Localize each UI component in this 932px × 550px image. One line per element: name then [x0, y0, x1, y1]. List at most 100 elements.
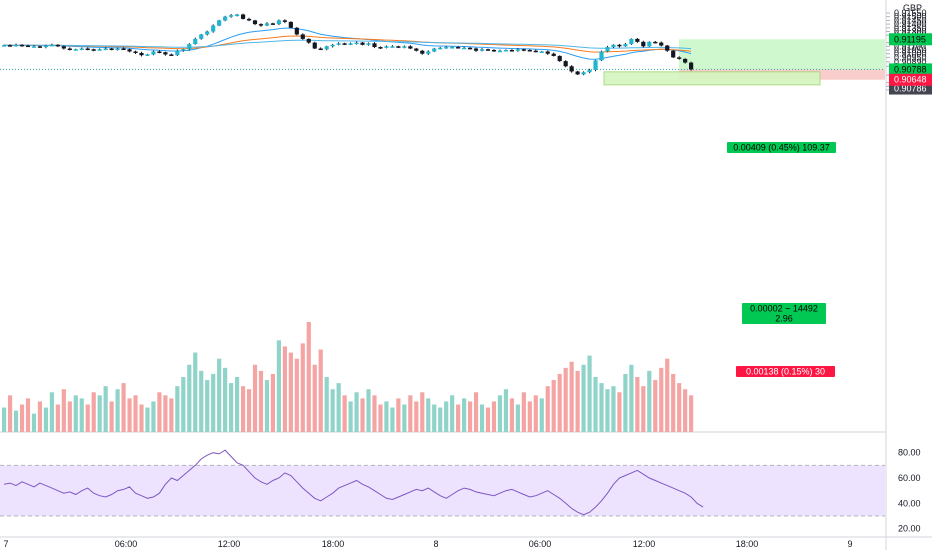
candle-body — [432, 48, 437, 52]
rsi-tick-label: 80.00 — [898, 448, 921, 458]
candle-body — [264, 23, 270, 26]
volume-bar — [49, 392, 54, 432]
volume-bar — [91, 392, 96, 432]
volume-bar — [348, 401, 353, 432]
candle-body — [199, 34, 204, 39]
volume-bar — [503, 389, 509, 432]
rsi-line — [4, 449, 704, 516]
candle-body — [229, 15, 234, 17]
candle-body — [671, 50, 676, 58]
volume-bar — [43, 407, 49, 432]
candle-body — [551, 53, 556, 56]
volume-bar — [240, 386, 246, 432]
candle-body — [103, 48, 108, 51]
volume-bar — [527, 401, 532, 432]
x-tick-label: 12:00 — [218, 539, 241, 549]
volume-bar — [217, 358, 222, 432]
candle-body — [300, 34, 305, 39]
volume-bar — [659, 367, 664, 432]
candle-body — [581, 72, 586, 75]
x-tick-label: 8 — [433, 539, 438, 549]
candle-body — [408, 46, 413, 49]
candle-body — [396, 46, 401, 48]
candle-body — [2, 45, 7, 47]
y-tick-label: 0.90890 — [894, 57, 927, 67]
ema-mid-line — [4, 35, 692, 53]
y-tick-label: 0.91500 — [894, 12, 927, 22]
volume-bar — [336, 383, 341, 432]
volume-bar — [438, 407, 443, 432]
volume-bar — [264, 380, 270, 432]
volume-bar — [19, 404, 25, 432]
candle-body — [187, 44, 192, 50]
volume-bar — [199, 370, 204, 432]
volume-bar — [426, 398, 431, 432]
volume-bar — [97, 395, 102, 432]
candle-body — [175, 50, 180, 56]
candle-body — [599, 51, 604, 61]
volume-bar — [641, 386, 646, 432]
volume-bar — [473, 392, 479, 432]
volume-bar — [300, 343, 305, 432]
volume-bar — [2, 407, 7, 432]
candle-body — [151, 51, 156, 55]
candle-body — [659, 42, 664, 46]
volume-bar — [169, 398, 174, 432]
volume-bar — [103, 386, 108, 432]
candle-body — [294, 27, 299, 35]
candle-body — [217, 20, 222, 26]
volume-bar — [593, 377, 598, 432]
candle-body — [312, 42, 317, 49]
candle-body — [617, 44, 622, 47]
candle-body — [593, 60, 598, 70]
volume-bar — [55, 404, 60, 432]
volume-bar — [450, 395, 455, 432]
candle-body — [79, 48, 84, 51]
candle-body — [157, 51, 162, 53]
volume-bar — [121, 383, 126, 432]
loss-label-bg — [736, 366, 835, 377]
candle-body — [611, 44, 616, 48]
volume-bar — [139, 404, 144, 432]
volume-bar — [390, 407, 395, 432]
candle-body — [665, 45, 670, 51]
candle-body — [462, 47, 467, 50]
candle-body — [653, 41, 658, 44]
candle-body — [569, 66, 574, 72]
candle-body — [127, 49, 132, 52]
candle-body — [533, 50, 538, 53]
candle-body — [13, 44, 19, 47]
candle-body — [509, 50, 514, 52]
volume-bar — [611, 386, 616, 432]
candle-body — [402, 46, 407, 48]
volume-bar — [408, 395, 413, 432]
volume-bar — [324, 377, 329, 432]
volume-bar — [252, 364, 258, 432]
candle-body — [354, 42, 359, 45]
volume-bar — [234, 377, 240, 432]
volume-bar — [258, 370, 264, 432]
volume-bar — [7, 395, 13, 432]
candle-body — [73, 49, 78, 51]
volume-bar — [515, 404, 520, 432]
candle-body — [25, 45, 31, 48]
volume-bar — [539, 398, 544, 432]
volume-bar — [420, 392, 425, 432]
candle-body — [623, 44, 628, 47]
y-tick-label: 0.91050 — [894, 45, 927, 55]
candle-body — [288, 21, 293, 28]
candle-body — [240, 14, 246, 19]
volume-bar — [175, 386, 180, 432]
volume-bar — [306, 322, 311, 432]
volume-bar — [127, 398, 132, 432]
candle-body — [258, 24, 264, 26]
volume-bar — [521, 392, 526, 432]
volume-bar — [605, 389, 610, 432]
volume-bar — [629, 364, 634, 432]
y-tick-label: 0.91450 — [894, 15, 927, 25]
volume-bar — [665, 358, 670, 432]
volume-bar — [414, 401, 419, 432]
currency-label: GBP — [903, 3, 923, 13]
